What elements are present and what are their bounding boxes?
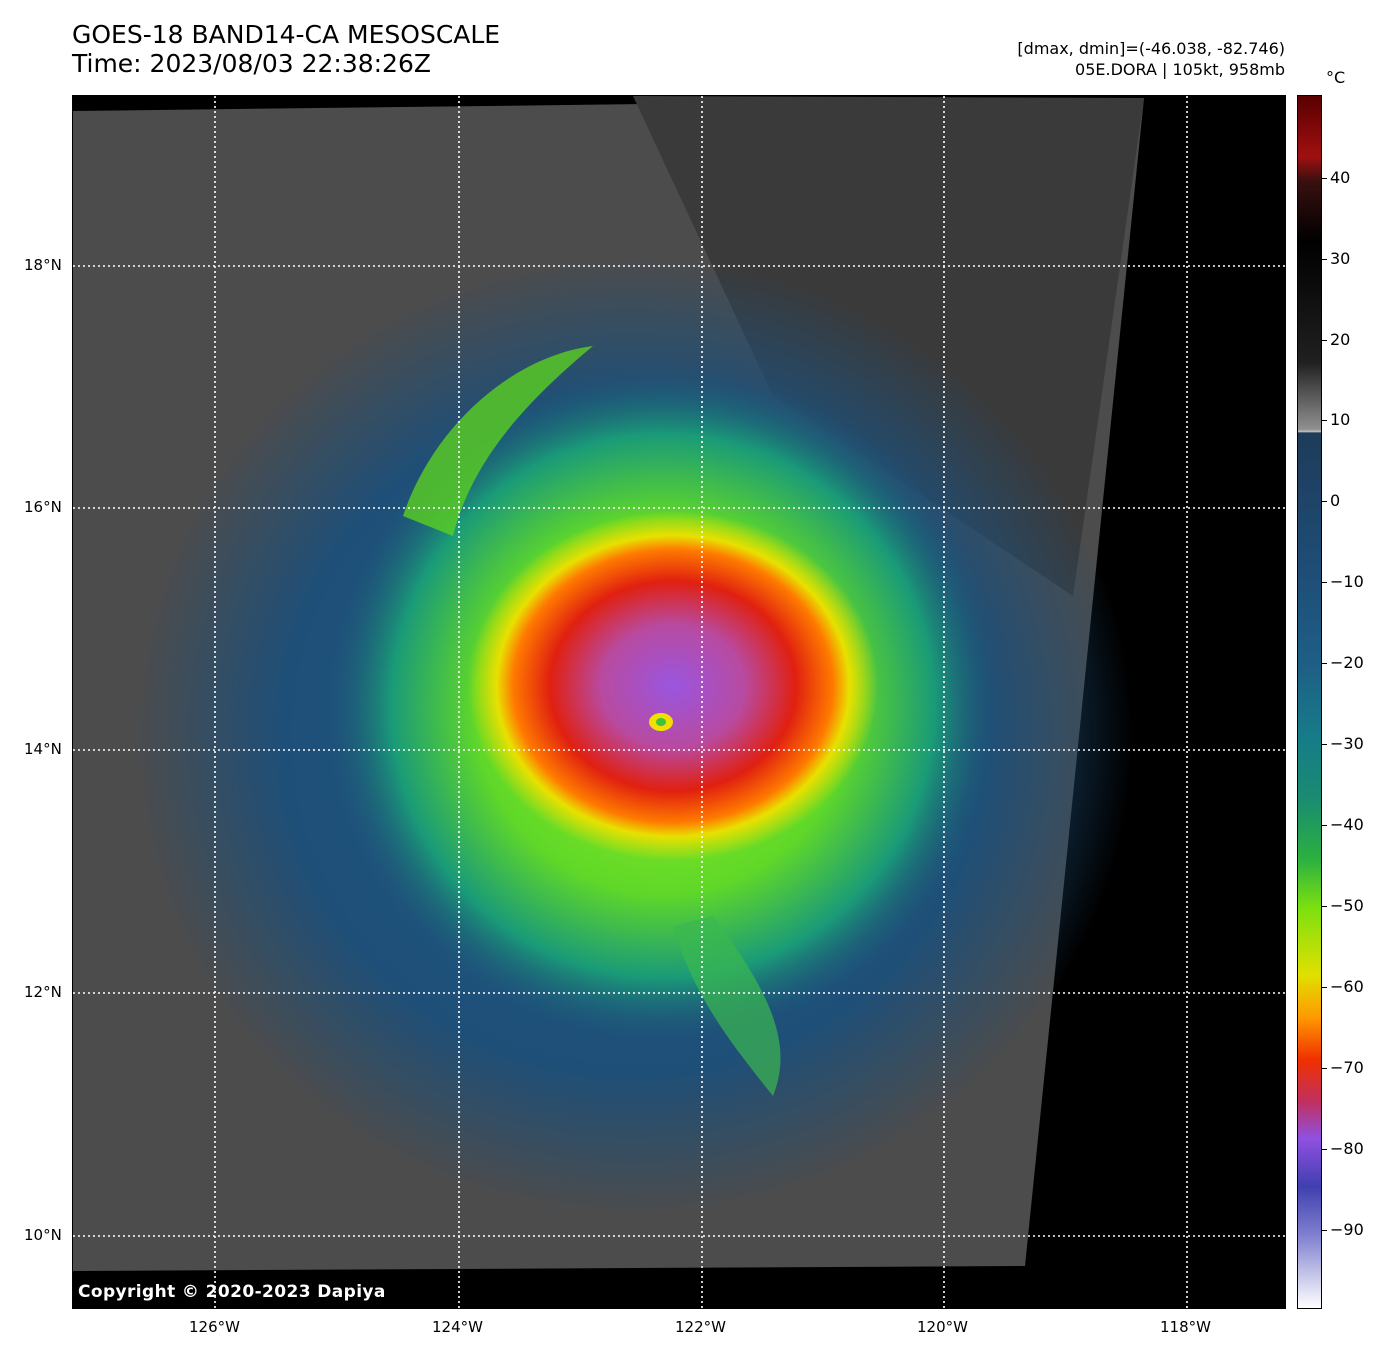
storm-intensity: 05E.DORA | 105kt, 958mb — [1075, 60, 1285, 79]
eye-center — [656, 718, 666, 726]
colorbar-label: −10 — [1330, 572, 1364, 591]
colorbar-tick — [1322, 1149, 1327, 1150]
lat-label-10n: 10°N — [24, 1226, 62, 1244]
colorbar-label: −60 — [1330, 977, 1364, 996]
lon-label-122w: 122°W — [675, 1318, 726, 1336]
colorbar-label: −80 — [1330, 1139, 1364, 1158]
outer-rainband — [403, 346, 593, 536]
copyright-text: Copyright © 2020-2023 Dapiya — [78, 1282, 386, 1302]
central-dense-overcast — [468, 511, 878, 861]
lat-label-16n: 16°N — [24, 498, 62, 516]
graticule — [73, 96, 1285, 1308]
southern-rainband — [673, 916, 781, 1096]
colorbar-tick — [1322, 987, 1327, 988]
colorbar-label: 20 — [1330, 330, 1351, 349]
colorbar-tick — [1322, 259, 1327, 260]
colorbar-tick — [1322, 178, 1327, 179]
temperature-range: [dmax, dmin]=(-46.038, -82.746) — [1017, 39, 1285, 58]
colorbar-tick — [1322, 825, 1327, 826]
lon-label-124w: 124°W — [432, 1318, 483, 1336]
lat-label-18n: 18°N — [24, 256, 62, 274]
colorbar-unit: °C — [1326, 68, 1346, 87]
lon-label-120w: 120°W — [917, 1318, 968, 1336]
temperature-colorbar — [1297, 95, 1322, 1309]
product-title: GOES-18 BAND14-CA MESOSCALE — [72, 20, 501, 49]
colorbar-tick — [1322, 1230, 1327, 1231]
colorbar-label: −40 — [1330, 815, 1364, 834]
colorbar-tick — [1322, 906, 1327, 907]
colorbar-label: −30 — [1330, 734, 1364, 753]
colorbar-tick — [1322, 582, 1327, 583]
lon-label-118w: 118°W — [1160, 1318, 1211, 1336]
image-time: Time: 2023/08/03 22:38:26Z — [72, 49, 431, 78]
colorbar-label: −50 — [1330, 896, 1364, 915]
colorbar-label: −90 — [1330, 1220, 1364, 1239]
colorbar-label: 30 — [1330, 249, 1351, 268]
lat-label-12n: 12°N — [24, 983, 62, 1001]
colorbar-label: 10 — [1330, 410, 1351, 429]
colorbar-label: −20 — [1330, 653, 1364, 672]
colorbar-tick — [1322, 501, 1327, 502]
title-block: GOES-18 BAND14-CA MESOSCALE Time: 2023/0… — [72, 20, 500, 78]
colorbar-label: 0 — [1330, 491, 1341, 510]
colorbar-tick — [1322, 1068, 1327, 1069]
storm-info: [dmax, dmin]=(-46.038, -82.746) 05E.DORA… — [1017, 38, 1285, 80]
ir-imagery — [73, 96, 1285, 1308]
lon-label-126w: 126°W — [189, 1318, 240, 1336]
lat-label-14n: 14°N — [24, 740, 62, 758]
colorbar-tick — [1322, 420, 1327, 421]
satellite-map: Copyright © 2020-2023 Dapiya — [72, 95, 1286, 1309]
colorbar-tick — [1322, 744, 1327, 745]
colorbar-label: −70 — [1330, 1058, 1364, 1077]
colorbar-tick — [1322, 663, 1327, 664]
colorbar-tick — [1322, 340, 1327, 341]
colorbar-label: 40 — [1330, 168, 1351, 187]
